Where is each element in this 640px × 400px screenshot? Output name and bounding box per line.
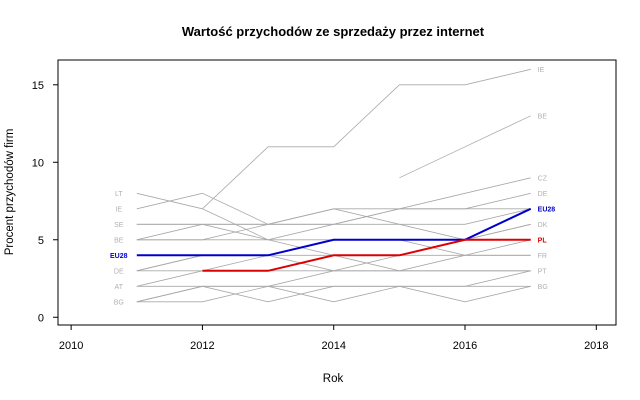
y-tick-label-0: 0 xyxy=(38,312,44,324)
end-label-bg: BG xyxy=(538,284,548,291)
chart-title: Wartość przychodów ze sprzedaży przez in… xyxy=(182,24,485,39)
x-tick-label-2018: 2018 xyxy=(584,340,608,352)
series-line-ie2 xyxy=(136,192,531,225)
y-tick-label-15: 15 xyxy=(32,80,44,92)
series-line-bg xyxy=(136,285,531,303)
start-label-at: AT xyxy=(115,284,124,291)
x-axis: 2010 2012 2014 2016 2018 xyxy=(59,325,609,352)
y-tick-label-5: 5 xyxy=(38,235,44,247)
start-label-ie: IE xyxy=(115,206,122,213)
x-tick-label-2014: 2014 xyxy=(321,340,345,352)
end-label-be: BE xyxy=(538,113,548,120)
end-label-cz: CZ xyxy=(538,175,548,182)
start-label-se: SE xyxy=(114,222,124,229)
background-series-group xyxy=(136,68,531,303)
start-label-de: DE xyxy=(114,268,124,275)
start-label-be: BE xyxy=(114,237,124,244)
end-label-dk: DK xyxy=(538,222,548,229)
series-line-pl xyxy=(202,238,531,272)
series-line-it xyxy=(136,270,531,303)
series-line-es xyxy=(136,285,531,303)
end-label-de: DE xyxy=(538,191,548,198)
x-tick-label-2012: 2012 xyxy=(190,340,214,352)
series-line-fr xyxy=(136,254,531,272)
y-axis-label: Procent przychodów firm xyxy=(4,129,16,256)
series-line-at xyxy=(136,270,531,287)
end-label-pt: PT xyxy=(538,268,548,275)
series-line-lt xyxy=(136,192,531,272)
y-tick-label-10: 10 xyxy=(32,157,44,169)
x-axis-label: Rok xyxy=(323,373,344,385)
series-line-de xyxy=(136,192,531,241)
end-label-ie: IE xyxy=(538,67,545,74)
highlight-series-group xyxy=(136,207,532,272)
plot-frame xyxy=(57,59,617,326)
start-label-lt: LT xyxy=(115,191,123,198)
start-label-eu28: EU28 xyxy=(110,253,128,260)
start-label-bg: BG xyxy=(114,299,124,306)
y-axis: 0 5 10 15 xyxy=(32,80,58,324)
end-label-eu28: EU28 xyxy=(538,206,556,213)
country-labels-group: LT IE SE BE EU28 DE AT BG IE BE CZ DE EU28 DK PL FR PT BG xyxy=(110,67,555,306)
x-tick-label-2010: 2010 xyxy=(59,340,83,352)
x-tick-label-2016: 2016 xyxy=(453,340,477,352)
series-line-pt xyxy=(136,270,531,287)
series-line-ie xyxy=(202,68,531,210)
end-label-fr: FR xyxy=(538,253,547,260)
series-line-eu28 xyxy=(136,207,532,257)
end-label-pl: PL xyxy=(538,237,548,244)
series-line-be xyxy=(399,115,531,179)
